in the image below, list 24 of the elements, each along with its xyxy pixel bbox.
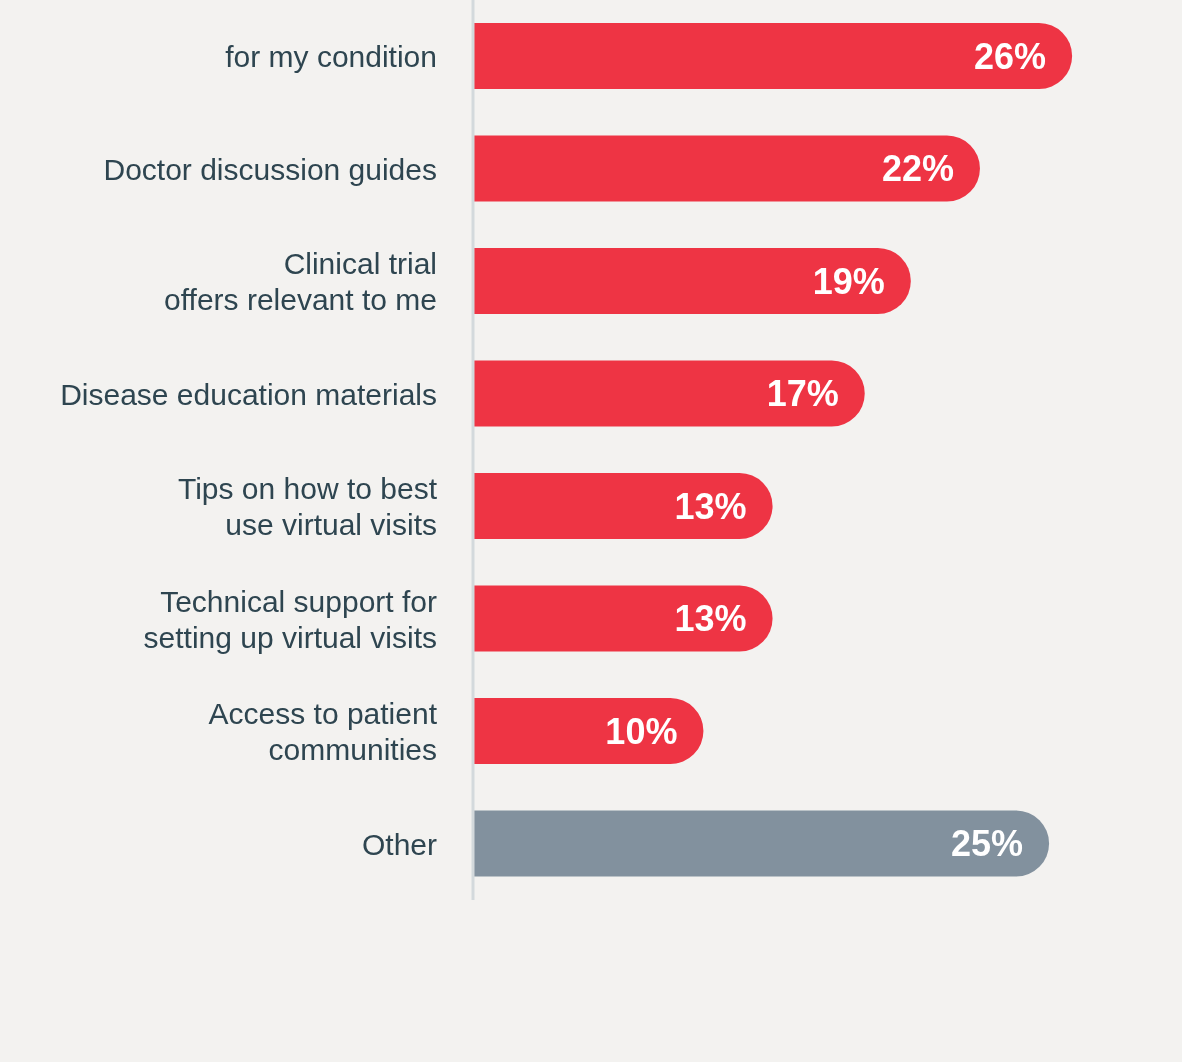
bar bbox=[473, 473, 773, 539]
bar bbox=[473, 23, 1073, 89]
y-tick-label: Technical support for setting up virtual visits bbox=[143, 584, 438, 654]
data-label: 17% bbox=[766, 373, 839, 414]
y-tick-label: Clinical trial offers relevant to me bbox=[164, 246, 437, 316]
y-tick-label: Other bbox=[361, 827, 438, 861]
y-tick-label: Tips on how to best use virtual visits bbox=[177, 471, 438, 541]
bar bbox=[473, 135, 980, 202]
y-tick-label: Doctor discussion guides bbox=[103, 152, 437, 186]
bar bbox=[473, 360, 865, 427]
data-label: 25% bbox=[951, 823, 1024, 864]
y-tick-label: Access to patient communities bbox=[208, 696, 438, 766]
data-label: 10% bbox=[605, 710, 678, 752]
bar bbox=[473, 248, 911, 314]
y-tick-label: for my condition bbox=[225, 39, 437, 73]
y-tick-label: Disease education materials bbox=[60, 377, 437, 411]
data-label: 13% bbox=[674, 598, 747, 639]
bar bbox=[473, 698, 704, 764]
data-label: 22% bbox=[881, 148, 954, 189]
data-label: 19% bbox=[812, 260, 885, 302]
bar bbox=[473, 585, 773, 652]
data-label: 26% bbox=[974, 35, 1047, 77]
data-label: 13% bbox=[674, 485, 747, 527]
bar bbox=[473, 810, 1050, 877]
